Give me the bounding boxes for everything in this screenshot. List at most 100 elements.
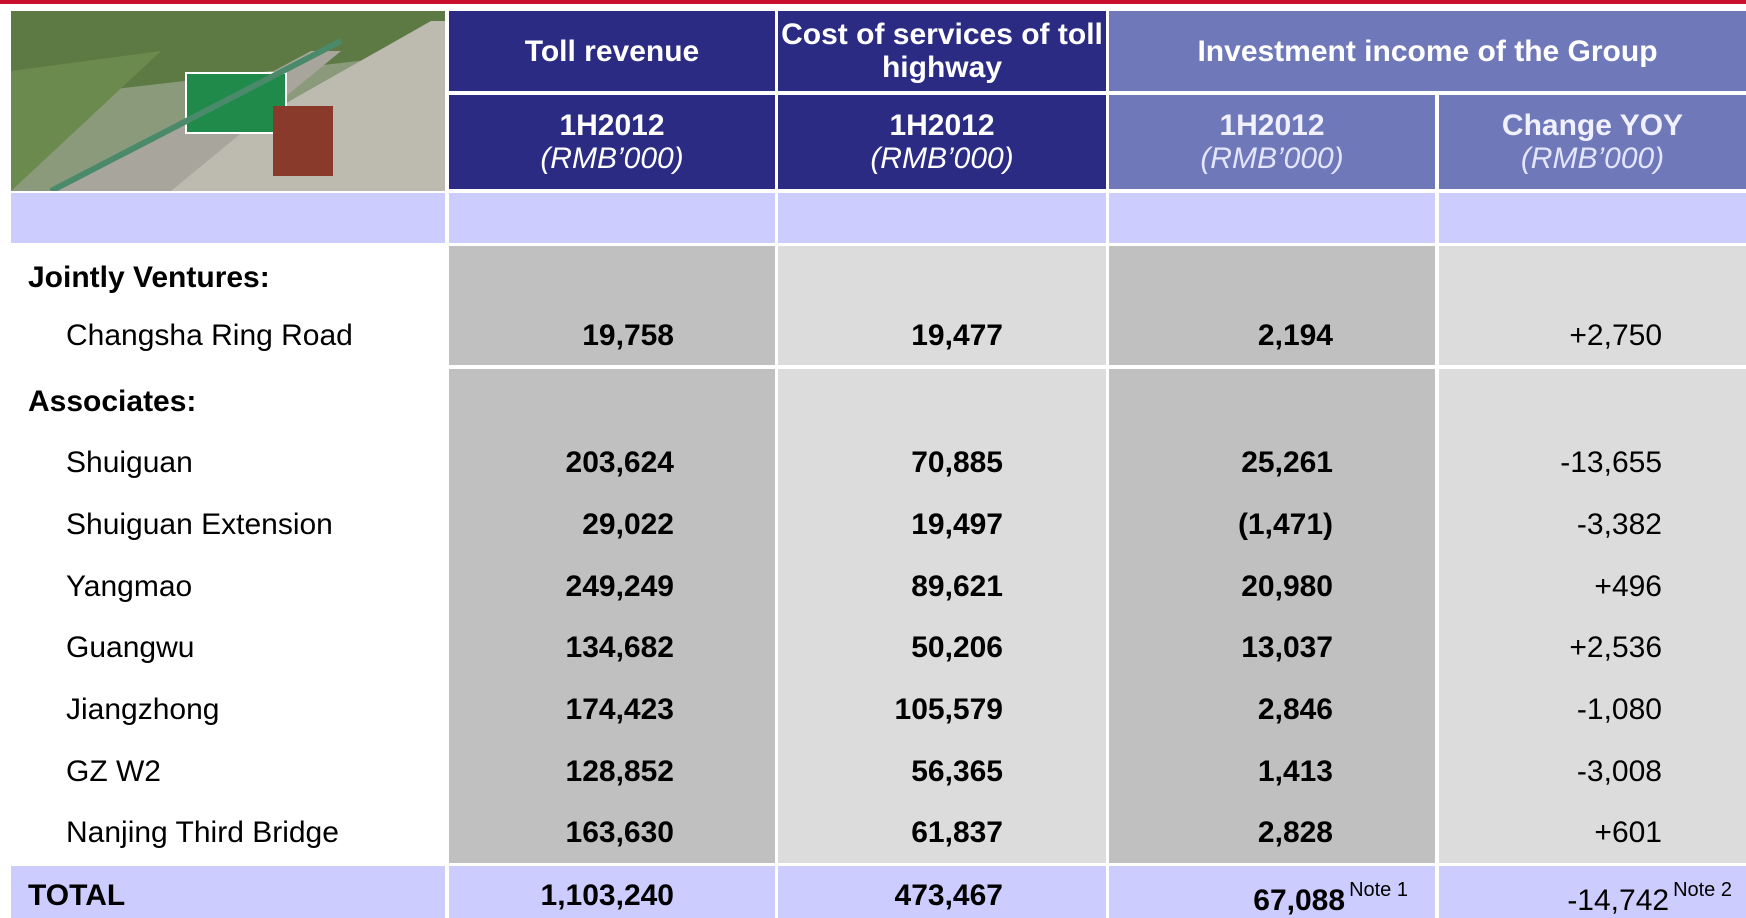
- cell-value: +2,750: [1569, 319, 1662, 353]
- cell-value-text: 56,365: [911, 755, 1003, 788]
- total-value: 1,103,240: [541, 879, 674, 913]
- subheader-cell: 1H2012(RMB’000): [1109, 95, 1435, 189]
- row-name: Yangmao: [66, 570, 192, 604]
- cell-value: 128,852: [566, 755, 674, 789]
- spacer: [449, 193, 775, 243]
- cell-value: 2,846: [1258, 693, 1333, 727]
- period: 1H2012: [1219, 109, 1324, 142]
- cell-value: -3,382: [1577, 508, 1662, 542]
- cell-value-text: 89,621: [911, 570, 1003, 603]
- cell-value: +496: [1594, 570, 1662, 604]
- cell-value-text: 2,846: [1258, 693, 1333, 726]
- row-name-text: Nanjing Third Bridge: [66, 816, 339, 849]
- total-value: 473,467: [895, 879, 1003, 913]
- row-name-text: GZ W2: [66, 755, 161, 788]
- cell-value: -1,080: [1577, 693, 1662, 727]
- total-value-text: 1,103,240: [541, 879, 674, 912]
- cell-value: 29,022: [582, 508, 674, 542]
- cell-value: +2,536: [1569, 631, 1662, 665]
- header-cell: Toll revenue: [449, 11, 775, 91]
- total-value: 67,088Note 1: [1253, 879, 1408, 918]
- cell-value: -3,008: [1577, 755, 1662, 789]
- cell-value: 163,630: [566, 816, 674, 850]
- cell-value: 61,837: [911, 816, 1003, 850]
- cell-value: 19,497: [911, 508, 1003, 542]
- subheader-cell: Change YOY(RMB’000): [1439, 95, 1746, 189]
- cell-value-text: +2,536: [1569, 631, 1662, 664]
- cell-value-text: 13,037: [1241, 631, 1333, 664]
- total-label: TOTAL: [28, 879, 125, 913]
- header-cell: Investment income of the Group: [1109, 11, 1746, 91]
- cell-value: -13,655: [1560, 446, 1662, 480]
- spacer: [1439, 193, 1746, 243]
- row-name: Shuiguan Extension: [66, 508, 333, 542]
- cell-value: +601: [1594, 816, 1662, 850]
- cell-value-text: 249,249: [566, 570, 674, 603]
- cell-value: 56,365: [911, 755, 1003, 789]
- unit: (RMB’000): [870, 142, 1013, 175]
- cell-value-text: 25,261: [1241, 446, 1333, 479]
- cell-value: 20,980: [1241, 570, 1333, 604]
- cell-value: 13,037: [1241, 631, 1333, 665]
- total-value-text: -14,742: [1567, 884, 1669, 917]
- unit: (RMB’000): [540, 142, 683, 175]
- period: Change YOY: [1502, 109, 1683, 142]
- spacer: [11, 193, 445, 243]
- cell-value: 70,885: [911, 446, 1003, 480]
- header-text: Investment income of the Group: [1197, 35, 1657, 68]
- cell-value: 50,206: [911, 631, 1003, 665]
- cell-value-text: -3,008: [1577, 755, 1662, 788]
- cell-value: 203,624: [566, 446, 674, 480]
- cell-value-text: (1,471): [1238, 508, 1333, 541]
- cell-value-text: 29,022: [582, 508, 674, 541]
- row-name: Jiangzhong: [66, 693, 219, 727]
- cell-value-text: 19,497: [911, 508, 1003, 541]
- cell-value-text: 2,194: [1258, 319, 1333, 352]
- row-name-text: Jiangzhong: [66, 693, 219, 726]
- header-text: Cost of services of toll highway: [778, 18, 1106, 84]
- cell-value-text: 19,758: [582, 319, 674, 352]
- row-name-text: Changsha Ring Road: [66, 319, 353, 352]
- spacer: [778, 193, 1106, 243]
- cell-value-text: 50,206: [911, 631, 1003, 664]
- road-photo: [11, 11, 445, 191]
- total-value-text: 473,467: [895, 879, 1003, 912]
- cell-value: 134,682: [566, 631, 674, 665]
- total-value-text: 67,088: [1253, 884, 1345, 917]
- cell-value: 25,261: [1241, 446, 1333, 480]
- cell-value: 19,758: [582, 319, 674, 353]
- cell-value: 105,579: [895, 693, 1003, 727]
- subheader-cell: 1H2012(RMB’000): [778, 95, 1106, 189]
- cell-value-text: 19,477: [911, 319, 1003, 352]
- row-name-text: Shuiguan Extension: [66, 508, 333, 541]
- header-cell: Cost of services of toll highway: [778, 11, 1106, 91]
- cell-value-text: -1,080: [1577, 693, 1662, 726]
- cell-value-text: 203,624: [566, 446, 674, 479]
- top-rule: [0, 0, 1746, 4]
- cell-value: 19,477: [911, 319, 1003, 353]
- cell-value-text: -13,655: [1560, 446, 1662, 479]
- row-name: Nanjing Third Bridge: [66, 816, 339, 850]
- cell-value: 174,423: [566, 693, 674, 727]
- cell-value: 2,828: [1258, 816, 1333, 850]
- cell-value-text: 20,980: [1241, 570, 1333, 603]
- cell-value-text: 70,885: [911, 446, 1003, 479]
- cell-value-text: 128,852: [566, 755, 674, 788]
- section-title: Jointly Ventures:: [28, 261, 270, 295]
- page: Toll revenueCost of services of toll hig…: [0, 0, 1746, 918]
- row-name: GZ W2: [66, 755, 161, 789]
- cell-value-text: -3,382: [1577, 508, 1662, 541]
- row-name-text: Shuiguan: [66, 446, 193, 479]
- section-title: Associates:: [28, 385, 196, 419]
- period: 1H2012: [889, 109, 994, 142]
- cell-value-text: +601: [1594, 816, 1662, 849]
- cell-value: 89,621: [911, 570, 1003, 604]
- row-name-text: Guangwu: [66, 631, 194, 664]
- cell-value-text: 2,828: [1258, 816, 1333, 849]
- spacer: [1109, 193, 1435, 243]
- unit: (RMB’000): [1200, 142, 1343, 175]
- note: Note 1: [1349, 879, 1408, 901]
- cell-value-text: 1,413: [1258, 755, 1333, 788]
- total-label-text: TOTAL: [28, 879, 125, 912]
- note: Note 2: [1673, 879, 1732, 901]
